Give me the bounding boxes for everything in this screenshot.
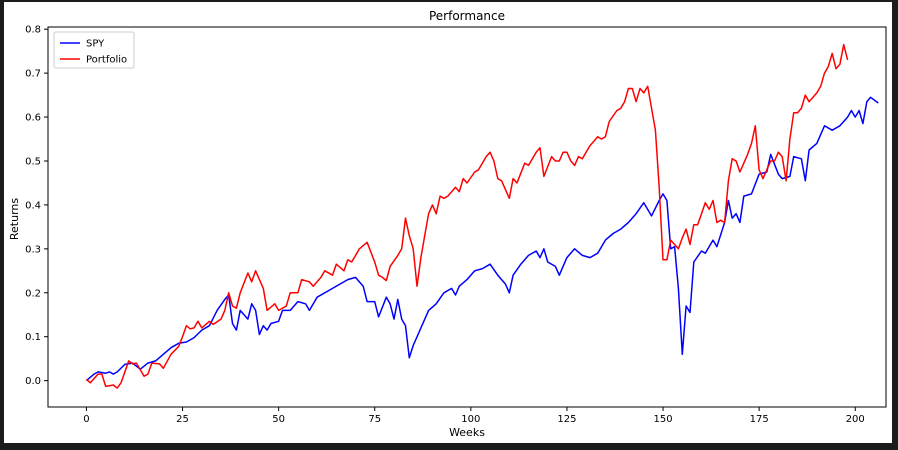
plot-area-frame xyxy=(47,26,887,408)
legend-label-portfolio: Portfolio xyxy=(86,55,127,66)
y-tick-label: 0.3 xyxy=(25,244,41,255)
y-tick-label: 0.0 xyxy=(25,376,41,387)
y-tick-label: 0.2 xyxy=(25,288,41,299)
x-axis-label: Weeks xyxy=(449,426,485,439)
y-tick-label: 0.1 xyxy=(25,332,41,343)
x-tick-label: 100 xyxy=(461,414,480,425)
legend: SPY Portfolio xyxy=(53,31,135,69)
legend-label-spy: SPY xyxy=(86,39,105,50)
series-line-spy xyxy=(85,96,879,382)
performance-chart: Performance Weeks Returns 0 25 50 75 100 125 1… xyxy=(8,9,887,439)
y-axis-label: Returns xyxy=(8,198,21,241)
x-tick-label: 200 xyxy=(846,414,865,425)
x-tick-label: 50 xyxy=(272,414,285,425)
x-tick-label: 175 xyxy=(750,414,769,425)
x-tick-label: 25 xyxy=(176,414,189,425)
series-lines xyxy=(85,43,879,389)
chart-title: Performance xyxy=(429,9,505,23)
axis-ticks: 0 25 50 75 100 125 150 175 200 0.0 0.1 0.2 0.3 0.4 0.5… xyxy=(25,25,865,425)
series-line-portfolio xyxy=(85,43,849,389)
x-tick-label: 125 xyxy=(557,414,576,425)
x-tick-label: 150 xyxy=(653,414,672,425)
y-tick-label: 0.8 xyxy=(25,25,41,36)
x-tick-label: 75 xyxy=(368,414,381,425)
y-tick-label: 0.7 xyxy=(25,69,41,80)
chart-figure: Performance Weeks Returns 0 25 50 75 100 125 1… xyxy=(4,2,892,443)
x-tick-label: 0 xyxy=(83,414,89,425)
y-tick-label: 0.5 xyxy=(25,156,41,167)
y-tick-label: 0.6 xyxy=(25,113,41,124)
y-tick-label: 0.4 xyxy=(25,200,41,211)
